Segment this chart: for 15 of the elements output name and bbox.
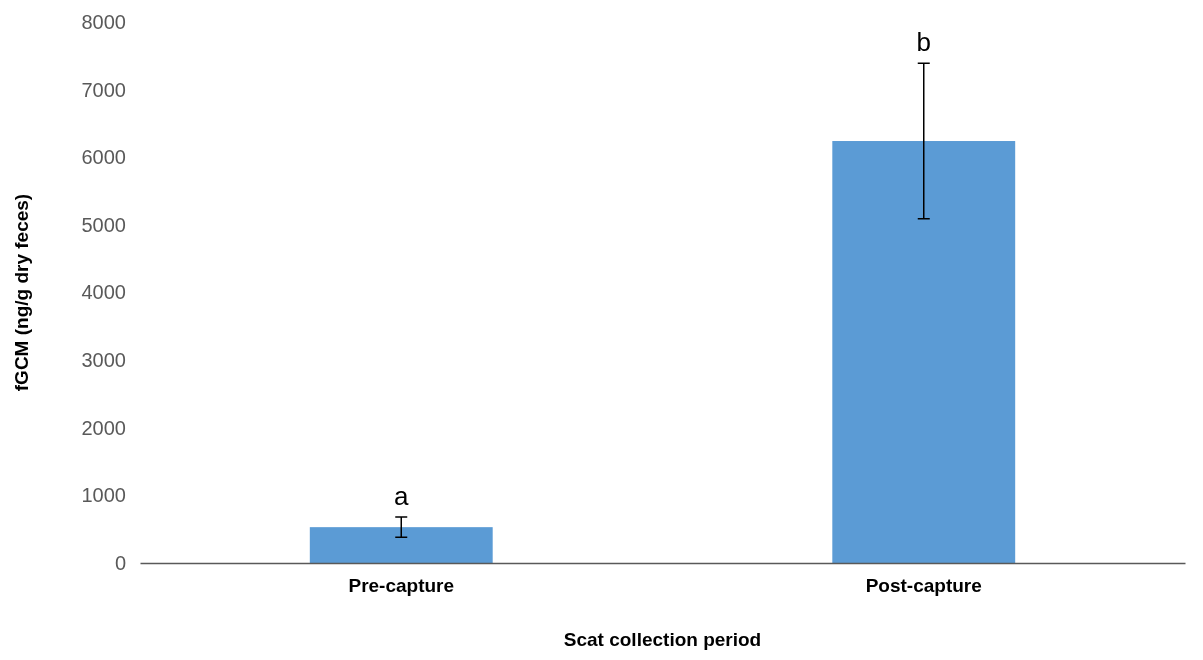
y-tick-label: 0 bbox=[114, 551, 126, 574]
x-axis-title: Scat collection period bbox=[563, 629, 762, 650]
annotation: a bbox=[394, 481, 410, 512]
y-tick-label: 3000 bbox=[81, 349, 126, 372]
y-tick-label: 8000 bbox=[81, 10, 126, 33]
y-tick-label: 7000 bbox=[81, 78, 126, 101]
y-axis-title: fGCM (ng/g dry feces) bbox=[11, 193, 32, 392]
y-tick-label: 1000 bbox=[81, 484, 126, 507]
y-tick-label: 2000 bbox=[81, 416, 126, 439]
y-tick-label: 5000 bbox=[81, 213, 126, 236]
y-tick-label: 4000 bbox=[81, 281, 126, 304]
x-tick-label: Post-capture bbox=[865, 575, 982, 597]
x-tick-label: Pre-capture bbox=[348, 575, 455, 597]
y-tick-label: 6000 bbox=[81, 146, 126, 169]
annotation: b bbox=[916, 27, 931, 58]
